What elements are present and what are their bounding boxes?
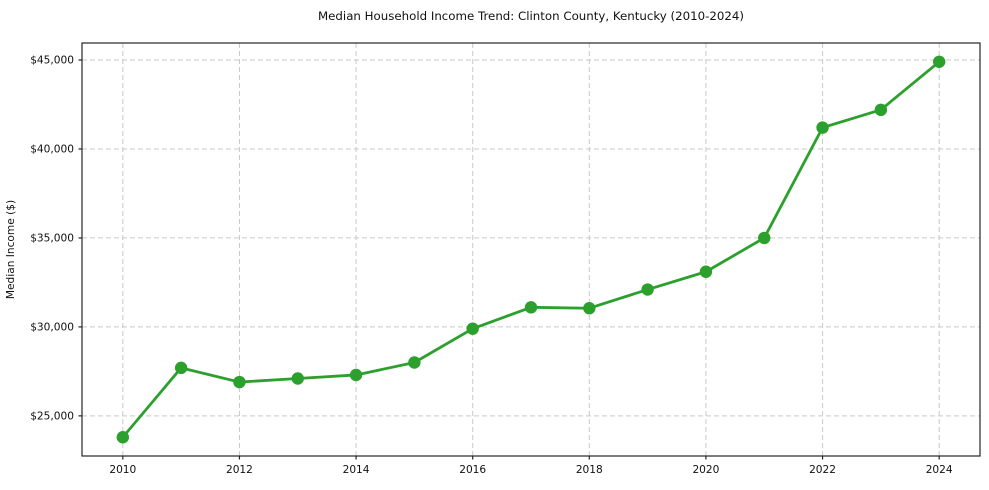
data-point-marker [932,55,946,68]
data-point-marker [758,231,771,245]
axis-ticks [78,59,940,460]
data-point-marker [583,302,596,315]
axes-spines [81,42,981,457]
x-tick-label: 2016 [459,464,486,476]
y-tick-label: $45,000 [30,55,74,67]
data-point-marker [291,372,304,385]
data-point-marker [466,322,479,335]
income-line-series [116,55,946,444]
data-point-marker [349,368,363,382]
data-point-marker [641,283,654,296]
data-point-marker [408,356,421,369]
x-tick-label: 2014 [343,464,370,476]
y-axis-label: Median Income ($) [5,200,17,299]
x-tick-label: 2012 [226,464,253,476]
x-tick-label: 2020 [692,464,719,476]
data-point-marker [874,103,888,117]
x-tick-label: 2018 [576,464,603,476]
chart-title: Median Household Income Trend: Clinton C… [318,9,744,23]
data-point-marker [174,361,188,375]
data-point-marker [233,375,246,389]
plot-border [81,42,981,457]
axis-tick-labels: 2010 2012 2014 2016 2018 2020 2022 2024 $25,000 $… [30,55,953,476]
data-point-marker [524,301,538,314]
x-tick-label: 2024 [926,464,953,476]
data-point-marker [116,431,130,444]
y-tick-label: $30,000 [30,322,74,334]
data-point-marker [699,265,713,278]
data-point-marker [816,121,829,134]
x-tick-label: 2010 [109,464,136,476]
y-tick-label: $35,000 [30,233,74,245]
y-tick-label: $40,000 [30,144,74,156]
y-tick-label: $25,000 [30,411,74,423]
gridlines [82,43,980,456]
x-tick-label: 2022 [809,464,836,476]
